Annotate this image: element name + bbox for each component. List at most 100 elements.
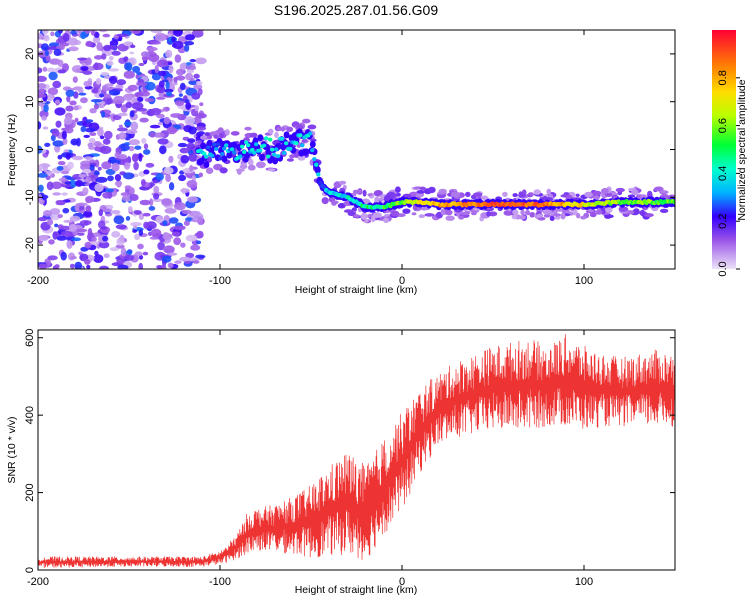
noise-blob bbox=[80, 126, 87, 133]
colorbar-tick-label: 0.2 bbox=[717, 214, 729, 229]
ridge-core bbox=[206, 145, 211, 150]
ridge-outer bbox=[231, 141, 238, 149]
ridge-outer bbox=[272, 157, 279, 165]
halo-blob bbox=[204, 132, 211, 137]
ridge-core bbox=[258, 148, 263, 153]
noise-blob bbox=[88, 145, 96, 150]
halo-blob bbox=[307, 124, 317, 130]
noise-blob bbox=[117, 264, 129, 269]
halo-blob bbox=[339, 180, 347, 185]
noise-blob bbox=[42, 30, 49, 35]
noise-blob bbox=[47, 87, 59, 96]
halo-blob bbox=[605, 207, 613, 213]
ridge-core bbox=[244, 140, 249, 145]
ridge-core bbox=[314, 162, 319, 167]
noise-blob bbox=[118, 124, 123, 129]
noise-blob bbox=[116, 127, 128, 132]
noise-blob bbox=[150, 30, 163, 34]
noise-blob bbox=[74, 203, 80, 212]
noise-blob bbox=[40, 43, 49, 51]
noise-blob bbox=[188, 153, 198, 162]
halo-blob bbox=[458, 215, 465, 220]
noise-blob bbox=[99, 135, 105, 140]
noise-blob bbox=[139, 199, 151, 206]
noise-blob bbox=[123, 56, 129, 62]
noise-blob bbox=[38, 83, 47, 90]
noise-blob bbox=[196, 240, 202, 245]
noise-blob bbox=[97, 166, 102, 171]
noise-blob bbox=[70, 30, 77, 35]
halo-blob bbox=[239, 164, 248, 169]
halo-blob bbox=[374, 196, 380, 203]
noise-blob bbox=[149, 236, 159, 240]
noise-blob bbox=[85, 40, 93, 47]
y-tick-label: 0 bbox=[24, 146, 36, 152]
noise-blob bbox=[138, 62, 145, 67]
noise-blob bbox=[190, 63, 196, 67]
noise-blob bbox=[192, 260, 200, 264]
noise-blob bbox=[158, 70, 167, 77]
noise-blob bbox=[77, 89, 84, 93]
noise-blob bbox=[50, 45, 57, 51]
noise-blob bbox=[102, 192, 112, 199]
noise-blob bbox=[42, 126, 49, 130]
halo-blob bbox=[219, 167, 228, 174]
noise-blob bbox=[44, 142, 51, 147]
noise-blob bbox=[85, 205, 92, 213]
halo-blob bbox=[518, 193, 526, 198]
noise-blob bbox=[115, 224, 127, 230]
noise-blob bbox=[92, 88, 99, 94]
noise-blob bbox=[63, 219, 73, 223]
halo-blob bbox=[554, 215, 561, 220]
noise-blob bbox=[70, 256, 77, 260]
noise-blob bbox=[182, 62, 187, 68]
noise-blob bbox=[89, 164, 95, 171]
halo-blob bbox=[247, 158, 254, 166]
noise-blob bbox=[142, 212, 151, 217]
noise-blob bbox=[80, 163, 90, 171]
noise-blob bbox=[176, 68, 185, 76]
halo-blob bbox=[605, 214, 614, 219]
noise-blob bbox=[54, 100, 61, 104]
halo-blob bbox=[631, 189, 639, 196]
noise-blob bbox=[42, 163, 48, 173]
noise-blob bbox=[89, 108, 97, 114]
noise-blob bbox=[94, 55, 103, 60]
halo-blob bbox=[627, 194, 636, 198]
noise-blob bbox=[123, 121, 133, 126]
halo-blob bbox=[576, 213, 581, 219]
halo-blob bbox=[286, 126, 294, 132]
noise-blob bbox=[128, 145, 135, 152]
ridge-core bbox=[250, 147, 255, 152]
noise-blob bbox=[115, 244, 125, 249]
noise-blob bbox=[125, 216, 131, 221]
noise-blob bbox=[142, 251, 149, 256]
noise-blob bbox=[190, 244, 201, 251]
halo-blob bbox=[533, 189, 541, 195]
noise-blob bbox=[84, 85, 93, 90]
halo-blob bbox=[419, 186, 426, 191]
noise-blob bbox=[57, 59, 64, 67]
noise-blob bbox=[138, 152, 143, 162]
noise-blob bbox=[56, 165, 64, 171]
noise-blob bbox=[93, 232, 101, 238]
noise-blob bbox=[171, 36, 176, 43]
noise-blob bbox=[143, 143, 149, 150]
ridge-core bbox=[270, 147, 275, 152]
halo-blob bbox=[601, 188, 609, 194]
noise-blob bbox=[53, 48, 62, 57]
noise-blob bbox=[189, 77, 195, 82]
noise-blob bbox=[86, 57, 92, 66]
colorbar-tick-label: 0.6 bbox=[717, 118, 729, 133]
noise-blob bbox=[94, 250, 99, 256]
noise-blob bbox=[62, 32, 70, 42]
halo-blob bbox=[354, 189, 362, 194]
noise-blob bbox=[108, 89, 121, 96]
noise-blob bbox=[38, 121, 42, 130]
noise-blob bbox=[54, 107, 66, 116]
ridge-core bbox=[220, 152, 225, 156]
noise-blob bbox=[95, 78, 102, 85]
noise-blob bbox=[62, 137, 68, 145]
noise-blob bbox=[101, 111, 106, 118]
